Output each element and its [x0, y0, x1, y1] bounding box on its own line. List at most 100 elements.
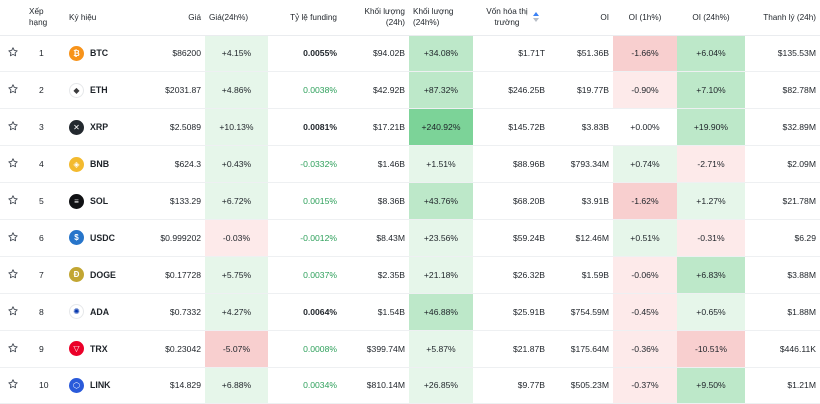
oi-cell: $793.34M	[549, 145, 613, 184]
star-icon[interactable]	[7, 342, 19, 354]
oi-1h-cell: -0.90%	[613, 71, 677, 110]
xrp-icon: ✕	[69, 119, 84, 135]
star-icon[interactable]	[7, 157, 19, 169]
oi-1h-cell: -0.06%	[613, 256, 677, 294]
volume-change-cell: +23.56%	[409, 219, 473, 257]
star-icon[interactable]	[7, 268, 19, 280]
usdc-icon: $	[69, 230, 84, 246]
star-icon[interactable]	[7, 194, 19, 206]
table-row[interactable]: 9 ▽ TRX $0.23042 -5.07% 0.0008% $399.74M +5.87%…	[0, 330, 820, 368]
price-header[interactable]: Giá	[135, 0, 205, 36]
volume-cell: $810.14M	[341, 367, 409, 404]
favorite-cell	[0, 330, 25, 368]
star-icon[interactable]	[7, 120, 19, 132]
funding-cell: 0.0081%	[268, 108, 341, 147]
bnb-icon: ◈	[69, 156, 84, 172]
table-row[interactable]: 1 ₿ BTC $86200 +4.15% 0.0055% $94.02B +34.08% $1…	[0, 35, 820, 73]
funding-cell: 0.0015%	[268, 182, 341, 220]
symbol-cell[interactable]: Ð DOGE	[65, 256, 135, 294]
symbol-cell[interactable]: ≡ SOL	[65, 182, 135, 220]
price-cell: $0.23042	[135, 330, 205, 368]
symbol-cell[interactable]: ✕ XRP	[65, 108, 135, 147]
star-icon[interactable]	[7, 231, 19, 243]
symbol-cell[interactable]: ▽ TRX	[65, 330, 135, 368]
oi-1h-header[interactable]: OI (1h%)	[613, 0, 677, 36]
oi-1h-cell: -1.62%	[613, 182, 677, 220]
table-row[interactable]: 5 ≡ SOL $133.29 +6.72% 0.0015% $8.36B +43.76% $6…	[0, 182, 820, 220]
favorite-cell	[0, 145, 25, 184]
funding-cell: 0.0037%	[268, 256, 341, 294]
table-row[interactable]: 8 ✺ ADA $0.7332 +4.27% 0.0064% $1.54B +46.88% $2…	[0, 293, 820, 331]
funding-cell: 0.0034%	[268, 367, 341, 404]
market-cap-cell: $1.71T	[473, 35, 549, 73]
market-cap-header[interactable]: Vốn hóa thị trường	[473, 0, 549, 36]
liquidation-cell: $21.78M	[745, 182, 820, 220]
volume-header[interactable]: Khối lượng (24h)	[341, 0, 409, 36]
oi-24h-cell: +7.10%	[677, 71, 745, 110]
star-icon[interactable]	[7, 83, 19, 95]
oi-24h-cell: -2.71%	[677, 145, 745, 184]
funding-cell: -0.0332%	[268, 145, 341, 184]
favorite-cell	[0, 293, 25, 331]
symbol-cell[interactable]: ◈ BNB	[65, 145, 135, 184]
symbol-cell[interactable]: ⬡ LINK	[65, 367, 135, 404]
volume-cell: $399.74M	[341, 330, 409, 368]
volume-change-cell: +46.88%	[409, 293, 473, 331]
oi-24h-cell: +6.04%	[677, 35, 745, 73]
price-change-cell: +6.72%	[205, 182, 268, 220]
oi-24h-header[interactable]: OI (24h%)	[677, 0, 745, 36]
price-change-cell: +4.15%	[205, 35, 268, 73]
volume-change-cell: +26.85%	[409, 367, 473, 404]
price-cell: $2.5089	[135, 108, 205, 147]
symbol-wrap: ✕ XRP	[69, 119, 131, 135]
volume-change-cell: +87.32%	[409, 71, 473, 110]
symbol-wrap: Ð DOGE	[69, 267, 131, 283]
rank-header[interactable]: Xếp hạng	[25, 0, 65, 36]
oi-1h-cell: +0.74%	[613, 145, 677, 184]
symbol-wrap: ✺ ADA	[69, 304, 131, 320]
symbol-cell[interactable]: ₿ BTC	[65, 35, 135, 73]
price-change-cell: -0.03%	[205, 219, 268, 257]
funding-header[interactable]: Tỷ lệ funding	[268, 0, 341, 36]
rank-cell: 4	[25, 145, 65, 184]
market-cap-cell: $25.91B	[473, 293, 549, 331]
liquidation-cell: $135.53M	[745, 35, 820, 73]
symbol-cell[interactable]: ◆ ETH	[65, 71, 135, 110]
price-cell: $14.829	[135, 367, 205, 404]
symbol-cell[interactable]: $ USDC	[65, 219, 135, 257]
rank-cell: 3	[25, 108, 65, 147]
volume-cell: $1.54B	[341, 293, 409, 331]
table-row[interactable]: 10 ⬡ LINK $14.829 +6.88% 0.0034% $810.14M +26.8…	[0, 367, 820, 404]
star-icon[interactable]	[7, 305, 19, 317]
liquidation-header[interactable]: Thanh lý (24h)	[745, 0, 820, 36]
oi-24h-cell: -0.31%	[677, 219, 745, 257]
symbol-header[interactable]: Ký hiệu	[65, 0, 135, 36]
oi-header[interactable]: OI	[549, 0, 613, 36]
symbol-label: BTC	[90, 48, 109, 59]
oi-cell: $754.59M	[549, 293, 613, 331]
sort-icon[interactable]	[533, 12, 539, 23]
oi-24h-cell: +6.83%	[677, 256, 745, 294]
bitcoin-icon: ₿	[69, 45, 84, 61]
volume-cell: $17.21B	[341, 108, 409, 147]
rank-cell: 6	[25, 219, 65, 257]
volume-change-header[interactable]: Khối lượng (24h%)	[409, 0, 473, 36]
market-cap-cell: $9.77B	[473, 367, 549, 404]
dogecoin-icon: Ð	[69, 267, 84, 283]
table-row[interactable]: 4 ◈ BNB $624.3 +0.43% -0.0332% $1.46B +1.51% $88…	[0, 145, 820, 184]
table-row[interactable]: 7 Ð DOGE $0.17728 +5.75% 0.0037% $2.35B +21.18%…	[0, 256, 820, 294]
symbol-label: ADA	[90, 306, 110, 317]
table-row[interactable]: 6 $ USDC $0.999202 -0.03% -0.0012% $8.43M +23.5…	[0, 219, 820, 257]
star-icon[interactable]	[7, 378, 19, 390]
star-icon[interactable]	[7, 46, 19, 58]
table-row[interactable]: 2 ◆ ETH $2031.87 +4.86% 0.0038% $42.92B +87.32%…	[0, 71, 820, 110]
price-change-header[interactable]: Giá(24h%)	[205, 0, 268, 36]
symbol-cell[interactable]: ✺ ADA	[65, 293, 135, 331]
oi-cell: $51.36B	[549, 35, 613, 73]
price-cell: $624.3	[135, 145, 205, 184]
oi-24h-cell: +1.27%	[677, 182, 745, 220]
symbol-label: LINK	[90, 380, 111, 391]
volume-cell: $42.92B	[341, 71, 409, 110]
table-row[interactable]: 3 ✕ XRP $2.5089 +10.13% 0.0081% $17.21B +240.92…	[0, 108, 820, 147]
price-cell: $133.29	[135, 182, 205, 220]
